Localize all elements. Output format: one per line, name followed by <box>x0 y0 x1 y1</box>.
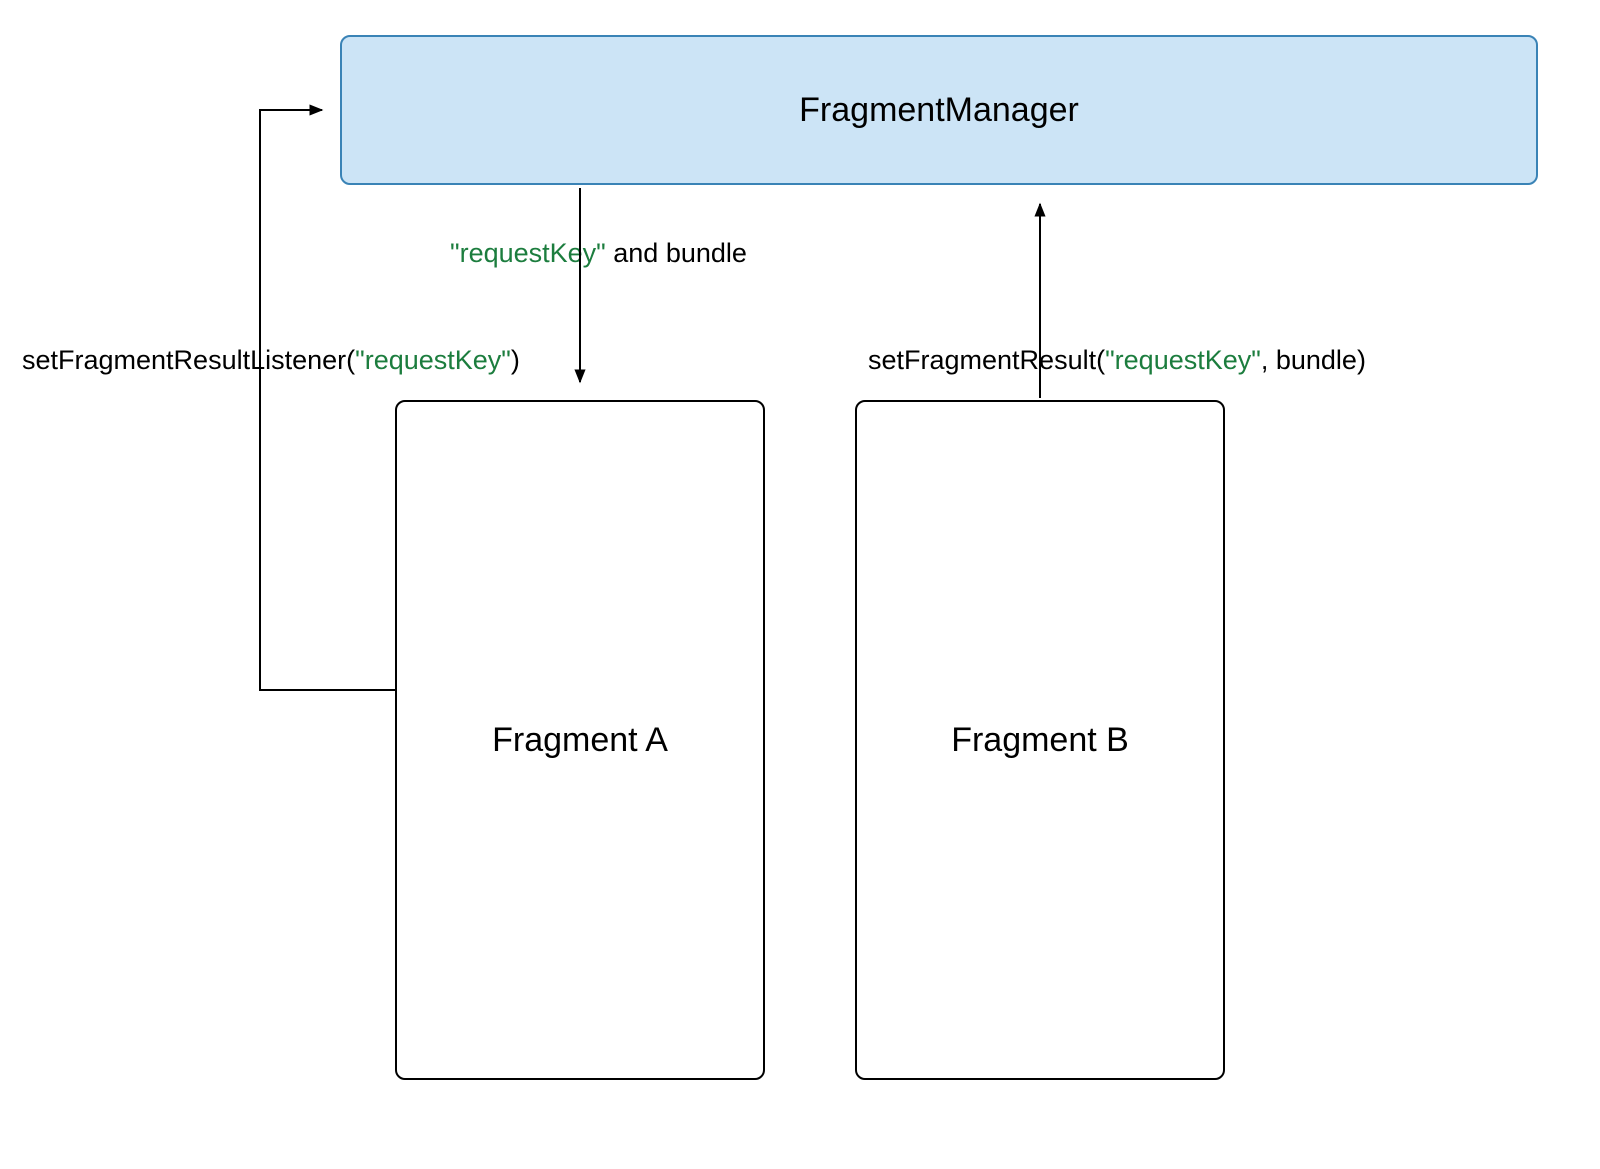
edge-label-request-bundle: "requestKey" and bundle <box>450 238 747 269</box>
edge-label-listener: setFragmentResultListener("requestKey") <box>22 345 520 376</box>
label-text-suffix: and bundle <box>606 238 747 268</box>
edge-listener-path <box>260 110 395 690</box>
label-text-suffix: ) <box>511 345 520 375</box>
node-fragment-manager: FragmentManager <box>340 35 1538 185</box>
label-text-quoted: "requestKey" <box>450 238 606 268</box>
node-label: Fragment A <box>492 721 668 760</box>
diagram-canvas: FragmentManager Fragment A Fragment B se… <box>0 0 1600 1169</box>
label-text-quoted: "requestKey" <box>355 345 511 375</box>
node-fragment-b: Fragment B <box>855 400 1225 1080</box>
edge-label-set-result: setFragmentResult("requestKey", bundle) <box>868 345 1366 376</box>
label-text-suffix: , bundle) <box>1261 345 1366 375</box>
label-text-prefix: setFragmentResult( <box>868 345 1105 375</box>
label-text-prefix: setFragmentResultListener( <box>22 345 355 375</box>
label-text-quoted: "requestKey" <box>1105 345 1261 375</box>
node-fragment-a: Fragment A <box>395 400 765 1080</box>
node-label: Fragment B <box>951 721 1129 760</box>
node-label: FragmentManager <box>799 91 1079 130</box>
